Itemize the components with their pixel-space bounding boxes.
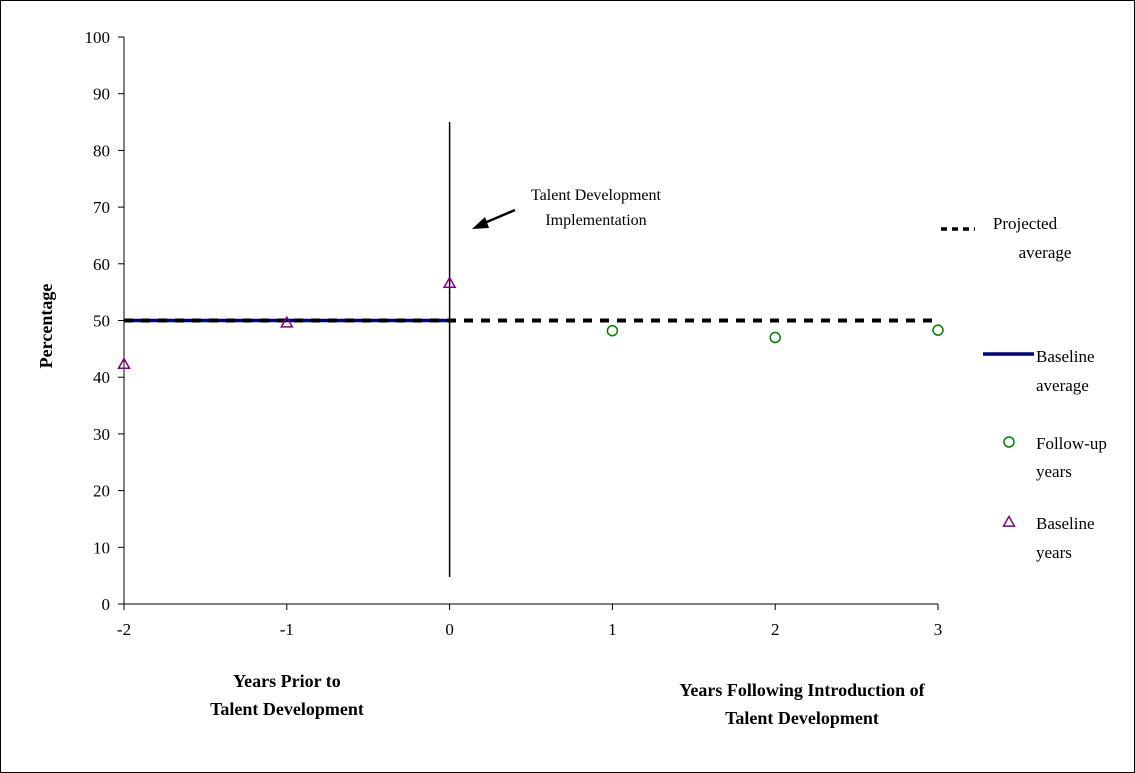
follow-up-year-point bbox=[606, 324, 619, 337]
y-axis-label: Percentage bbox=[36, 284, 56, 369]
x-group-label-prior-line1: Years Prior to bbox=[233, 671, 341, 691]
x-tick-label: 1 bbox=[608, 620, 617, 639]
x-tick-label: 3 bbox=[934, 620, 943, 639]
annotation-line1: Talent Development bbox=[531, 187, 662, 204]
x-tick-label: 0 bbox=[445, 620, 454, 639]
legend-follow-up-years-symbol bbox=[1003, 436, 1015, 448]
x-group-label-prior-line2: Talent Development bbox=[210, 699, 364, 719]
x-group-label-following-line2: Talent Development bbox=[725, 708, 879, 728]
baseline-year-point bbox=[280, 315, 294, 328]
y-tick-label: 90 bbox=[93, 85, 110, 104]
x-group-label-following-line1: Years Following Introduction of bbox=[679, 680, 925, 700]
follow-up-year-point bbox=[932, 324, 944, 336]
follow-up-year-point bbox=[769, 331, 781, 344]
implementation-annotation: Talent Development Implementation bbox=[472, 187, 662, 229]
y-tick-label: 80 bbox=[93, 141, 110, 160]
axes: 0 10 20 30 40 50 60 70 80 90 100 -2 -1 0 1 2 3 bbox=[85, 28, 943, 639]
y-tick-label: 20 bbox=[93, 482, 110, 501]
y-tick-label: 60 bbox=[93, 255, 110, 274]
baseline-year-point bbox=[442, 276, 457, 288]
legend-label: average bbox=[1019, 243, 1072, 262]
legend: Projected average Baseline average Follow-up… bbox=[941, 214, 1107, 562]
legend-label: Baseline bbox=[1036, 347, 1095, 366]
y-tick-label: 50 bbox=[93, 312, 110, 331]
baseline-year-point bbox=[117, 357, 131, 370]
x-tick-label: -2 bbox=[117, 620, 131, 639]
annotation-arrow-shaft bbox=[481, 208, 516, 226]
y-tick-label: 30 bbox=[93, 425, 110, 444]
legend-label: years bbox=[1036, 462, 1072, 481]
x-tick-label: -1 bbox=[280, 620, 294, 639]
y-tick-label: 70 bbox=[93, 198, 110, 217]
annotation-arrow-head bbox=[472, 217, 489, 229]
y-tick-label: 100 bbox=[85, 28, 111, 47]
annotation-line2: Implementation bbox=[545, 212, 646, 229]
legend-label: Follow-up bbox=[1036, 434, 1107, 453]
legend-label: Baseline bbox=[1036, 514, 1095, 533]
legend-label: Projected bbox=[993, 214, 1058, 233]
y-tick-label: 0 bbox=[102, 595, 111, 614]
y-tick-label: 40 bbox=[93, 368, 110, 387]
legend-label: years bbox=[1036, 543, 1072, 562]
legend-baseline-years-symbol bbox=[1002, 514, 1016, 527]
data-points bbox=[117, 276, 944, 370]
x-tick-label: 2 bbox=[771, 620, 780, 639]
y-tick-label: 10 bbox=[93, 538, 110, 557]
axis-labels: Percentage Years Prior to Talent Develop… bbox=[36, 284, 926, 728]
legend-label: average bbox=[1036, 376, 1089, 395]
